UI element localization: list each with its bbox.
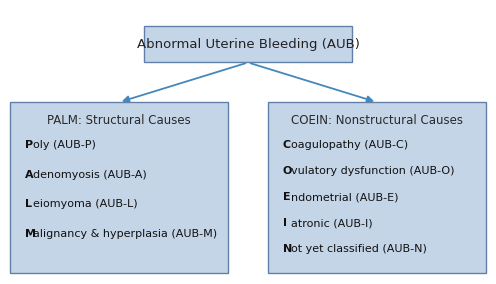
Text: I: I bbox=[283, 218, 287, 228]
Text: A: A bbox=[25, 170, 33, 180]
Text: PALM: Structural Causes: PALM: Structural Causes bbox=[47, 114, 191, 127]
FancyBboxPatch shape bbox=[268, 102, 486, 273]
Text: C: C bbox=[283, 140, 291, 150]
Text: ot yet classified (AUB-N): ot yet classified (AUB-N) bbox=[291, 244, 427, 254]
Text: M: M bbox=[25, 229, 36, 239]
Text: vulatory dysfunction (AUB-O): vulatory dysfunction (AUB-O) bbox=[291, 166, 454, 176]
Text: oagulopathy (AUB-C): oagulopathy (AUB-C) bbox=[291, 140, 408, 150]
Text: E: E bbox=[283, 192, 290, 202]
Text: denomyosis (AUB-A): denomyosis (AUB-A) bbox=[33, 170, 147, 180]
FancyBboxPatch shape bbox=[10, 102, 228, 273]
FancyBboxPatch shape bbox=[144, 26, 352, 62]
Text: ndometrial (AUB-E): ndometrial (AUB-E) bbox=[291, 192, 399, 202]
Text: alignancy & hyperplasia (AUB-M): alignancy & hyperplasia (AUB-M) bbox=[33, 229, 217, 239]
Text: Abnormal Uterine Bleeding (AUB): Abnormal Uterine Bleeding (AUB) bbox=[136, 37, 360, 51]
Text: P: P bbox=[25, 140, 33, 150]
Text: O: O bbox=[283, 166, 292, 176]
Text: oly (AUB-P): oly (AUB-P) bbox=[33, 140, 96, 150]
Text: N: N bbox=[283, 244, 292, 254]
Text: eiomyoma (AUB-L): eiomyoma (AUB-L) bbox=[33, 199, 138, 210]
Text: L: L bbox=[25, 199, 32, 210]
Text: atronic (AUB-I): atronic (AUB-I) bbox=[291, 218, 372, 228]
Text: COEIN: Nonstructural Causes: COEIN: Nonstructural Causes bbox=[291, 114, 463, 127]
